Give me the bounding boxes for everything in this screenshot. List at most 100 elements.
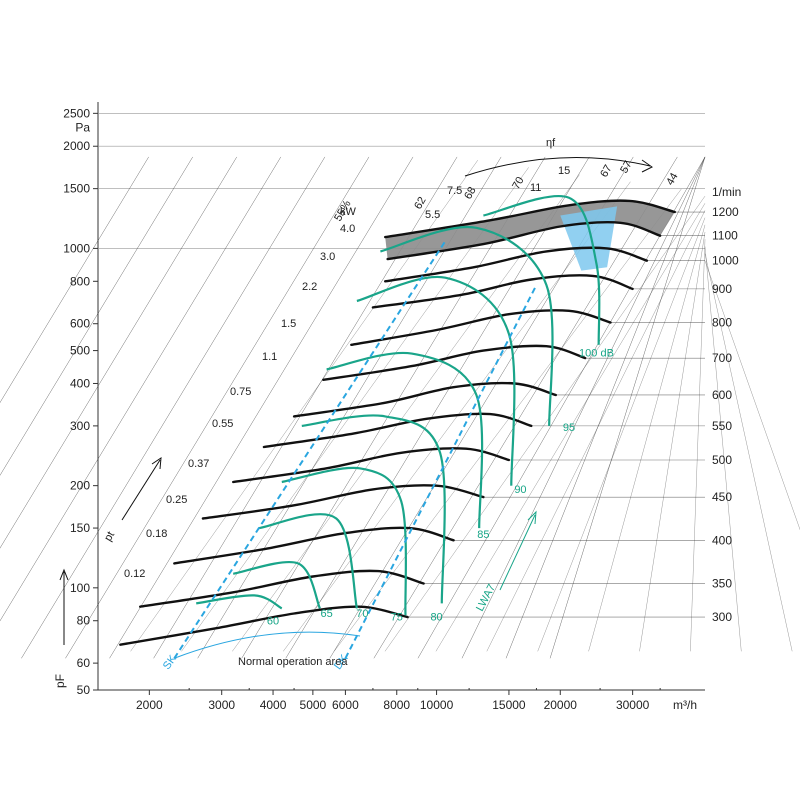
- x-tick-label: 6000: [332, 698, 359, 712]
- rpm-label: 600: [712, 388, 732, 402]
- system-curve-line: [505, 156, 706, 659]
- rpm-label: 1100: [712, 229, 738, 243]
- speed-curve: [232, 447, 511, 484]
- power-unit-label: kW: [340, 206, 357, 218]
- speed-curve: [350, 309, 612, 346]
- speed-curve: [322, 344, 587, 381]
- normal-area-arrow: [174, 631, 361, 659]
- efficiency-label: 57: [618, 159, 635, 176]
- sound-label: 100 dB: [579, 348, 614, 360]
- y-tick-label: 1500: [63, 182, 90, 196]
- efficiency-grid-line: [690, 239, 706, 652]
- rpm-label: 550: [712, 419, 732, 433]
- sound-curve: [356, 275, 516, 486]
- duct-line: [173, 240, 447, 659]
- system-curve-line: [373, 156, 678, 659]
- efficiency-label: 70: [510, 175, 527, 192]
- y-tick-label: 400: [70, 376, 90, 390]
- efficiency-grid-line: [232, 174, 580, 652]
- system-curve-line: [417, 156, 706, 659]
- x-tick-label: 15000: [492, 698, 526, 712]
- sound-axis-arrow: [499, 510, 537, 591]
- y-tick-label: 150: [70, 521, 90, 535]
- efficiency-grid-line: [639, 232, 706, 652]
- sound-label: 90: [514, 484, 526, 496]
- rpm-label: 1000: [712, 254, 739, 268]
- normal-operation-label: Normal operation area: [238, 656, 348, 668]
- power-label: 0.75: [230, 386, 251, 398]
- power-label: 1.1: [262, 351, 277, 363]
- x-tick-label: 5000: [300, 698, 327, 712]
- sound-label: 80: [430, 612, 442, 624]
- efficiency-grid-line: [486, 210, 706, 652]
- sound-label: 60: [267, 615, 279, 627]
- sound-curve: [483, 195, 601, 345]
- efficiency-grid-line: [704, 246, 742, 652]
- y-tick-label: 50: [77, 683, 91, 697]
- eta-arrow: [464, 157, 653, 177]
- efficiency-grid-line: [537, 217, 706, 652]
- duct-lines-layer: [173, 240, 538, 659]
- speed-curve: [173, 526, 455, 565]
- system-curve-line: [549, 156, 706, 659]
- y-tick-label: 2500: [63, 106, 90, 120]
- x-tick-label: 8000: [383, 698, 410, 712]
- speed-curve: [384, 246, 649, 283]
- system-curve-line: [0, 156, 238, 549]
- x-tick-label: 20000: [544, 698, 578, 712]
- y-tick-label: 300: [70, 419, 90, 433]
- power-label: 2.2: [302, 281, 317, 293]
- efficiency-grid-line: [384, 195, 706, 652]
- rpm-label: 300: [712, 610, 732, 624]
- y-axis-label: pF: [53, 674, 67, 688]
- pt-arrow: [121, 457, 162, 521]
- rpm-label: 800: [712, 315, 732, 329]
- efficiency-grid-line: [704, 253, 793, 652]
- y-tick-label: 800: [70, 274, 90, 288]
- power-label: 5.5: [425, 209, 440, 221]
- efficiency-grid-line: [435, 203, 706, 652]
- power-label: 0.12: [124, 568, 145, 580]
- system-curve-line: [0, 156, 149, 404]
- sound-curve: [232, 561, 321, 609]
- y-tick-label: 100: [70, 581, 90, 595]
- y-tick-label: 60: [77, 656, 91, 670]
- rpm-label: 700: [712, 351, 732, 365]
- x-tick-label: 2000: [136, 698, 163, 712]
- rpm-label: 350: [712, 576, 732, 590]
- system-curve-line: [461, 156, 706, 659]
- system-curve-line: [0, 156, 282, 622]
- efficiency-label: 68: [462, 185, 479, 202]
- power-label: 3.0: [320, 251, 335, 263]
- y-tick-label: 2000: [63, 139, 90, 153]
- rpm-label: 500: [712, 453, 732, 467]
- power-label: 1.5: [281, 318, 296, 330]
- rpm-label: 1200: [712, 205, 739, 219]
- x-tick-label: 4000: [260, 698, 287, 712]
- efficiency-label: 62: [412, 195, 429, 212]
- axis-ticks-layer: 50 60 80 100 150 200 300 400 500 600 800 1000 1500 20…: [53, 106, 741, 712]
- sound-curve: [301, 414, 446, 604]
- x-tick-label: 10000: [420, 698, 454, 712]
- efficiency-grid-line: [333, 188, 682, 652]
- efficiency-grid-line: [181, 167, 529, 652]
- sound-curves-layer: [196, 195, 601, 616]
- sound-axis-label: LWA7: [474, 582, 498, 613]
- sound-label: 75: [391, 612, 403, 624]
- sound-curve: [326, 351, 484, 529]
- sound-label: 95: [563, 422, 575, 434]
- eta-label: ηf: [546, 137, 556, 149]
- sound-label: 85: [477, 529, 489, 541]
- system-curve-line: [21, 156, 326, 659]
- power-label: 0.55: [212, 418, 233, 430]
- power-label: 15: [558, 165, 570, 177]
- pt-label: pt: [102, 530, 117, 544]
- efficiency-grid-line: [588, 224, 706, 652]
- efficiency-label: 44: [664, 171, 681, 188]
- power-label: 7.5: [447, 185, 462, 197]
- sound-curve: [380, 225, 554, 426]
- speed-curve: [292, 381, 557, 418]
- y-tick-label: 500: [70, 344, 90, 358]
